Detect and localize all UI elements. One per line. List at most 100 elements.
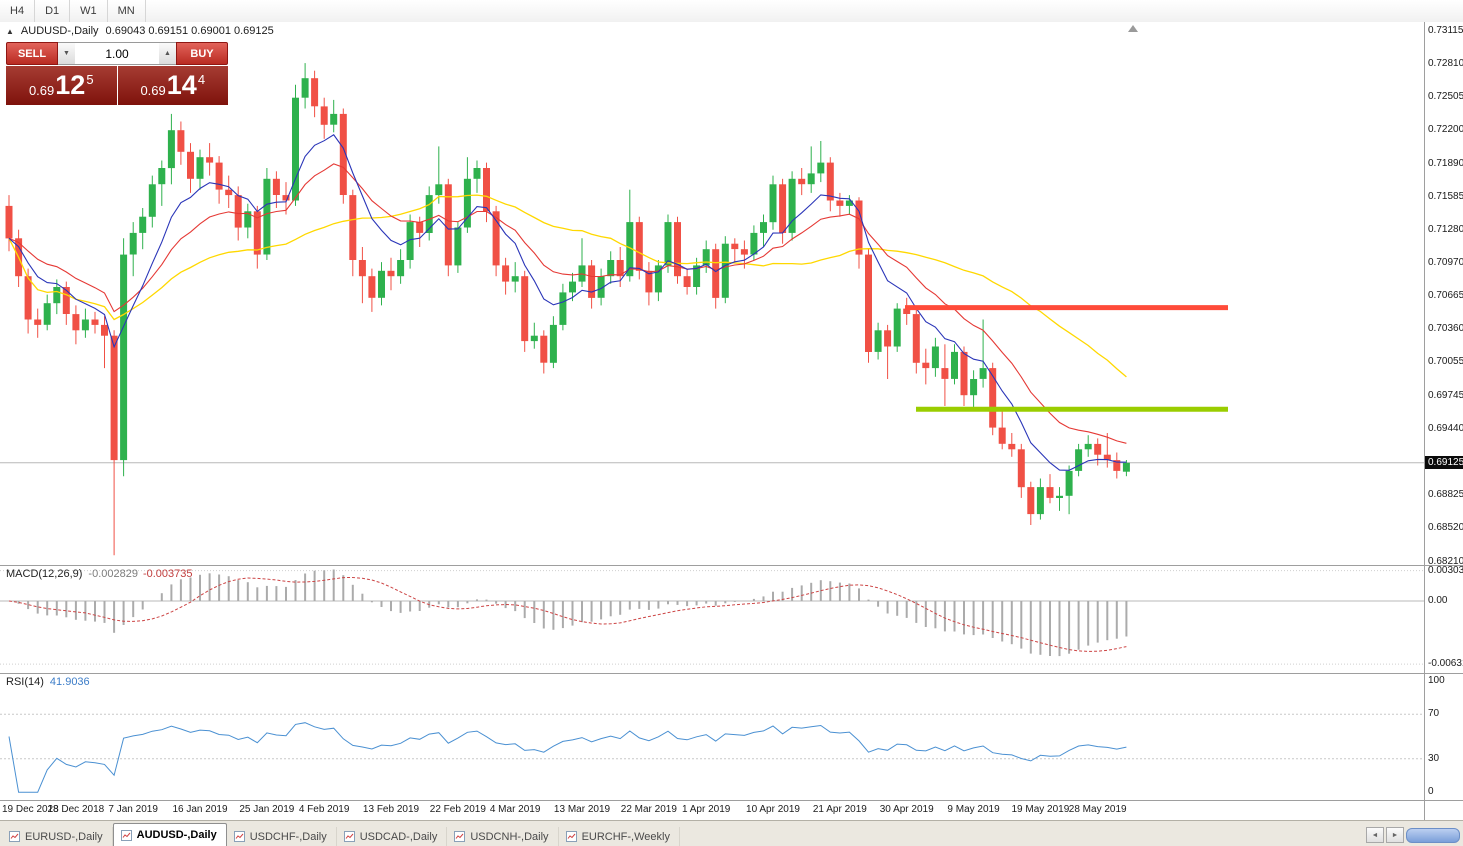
timeframe-button-mn[interactable]: MN	[108, 0, 146, 22]
chart-title: ▲ AUDUSD-,Daily 0.69043 0.69151 0.69001 …	[6, 25, 274, 37]
timeframe-button-w1[interactable]: W1	[70, 0, 108, 22]
price-axis-label: 0.71890	[1428, 158, 1463, 169]
date-axis-label: 7 Jan 2019	[108, 804, 158, 815]
macd-axis-label: -0.006311	[1428, 658, 1463, 669]
chart-icon	[233, 831, 245, 842]
chart-tab-usdchf-daily[interactable]: USDCHF-,Daily	[227, 827, 337, 846]
price-axis-label: 0.68520	[1428, 522, 1463, 533]
chart-icon	[565, 831, 577, 842]
date-axis-label: 13 Mar 2019	[553, 804, 611, 815]
price-axis-label: 0.70970	[1428, 257, 1463, 268]
chart-icon	[454, 831, 466, 842]
date-axis-label: 13 Feb 2019	[362, 804, 420, 815]
buy-price-big-digits: 14	[166, 70, 197, 100]
price-axis-label: 0.71585	[1428, 191, 1463, 202]
macd-axis-label: 0.00	[1428, 595, 1448, 606]
rsi-axis-label: 30	[1428, 753, 1440, 764]
chart-icon	[9, 831, 20, 842]
chart-tab-usdcnh-daily[interactable]: USDCNH-,Daily	[447, 827, 559, 846]
date-axis-label: 4 Feb 2019	[298, 804, 350, 815]
volume-input[interactable]	[75, 42, 159, 65]
price-axis[interactable]: 0.73115 0.72810 0.72505 0.72200 0.71890 0.715…	[1424, 22, 1463, 820]
macd-main-value: -0.002829	[88, 568, 138, 580]
date-axis-label: 28 May 2019	[1068, 804, 1127, 815]
sell-price-pipette: 5	[86, 71, 94, 87]
sell-price-big-digits: 12	[55, 70, 86, 100]
price-axis-label: 0.72200	[1428, 124, 1463, 135]
price-axis-label: 0.70665	[1428, 290, 1463, 301]
date-axis[interactable]: 19 Dec 2018 28 Dec 2018 7 Jan 2019 16 Jan 2…	[0, 800, 1424, 820]
rsi-value: 41.9036	[49, 676, 90, 688]
price-axis-label: 0.68825	[1428, 489, 1463, 500]
date-axis-label: 4 Mar 2019	[489, 804, 541, 815]
date-axis-label: 22 Feb 2019	[429, 804, 486, 815]
date-axis-label: 30 Apr 2019	[879, 804, 934, 815]
chart-tab-label: EURUSD-,Daily	[25, 830, 103, 843]
price-axis-label: 0.68210	[1428, 556, 1463, 567]
date-axis-label: 21 Apr 2019	[812, 804, 867, 815]
date-axis-label: 10 Apr 2019	[746, 804, 800, 815]
chart-tab-eurusd-daily[interactable]: EURUSD-,Daily	[2, 827, 113, 846]
current-price-tag: 0.69125	[1425, 456, 1463, 469]
price-axis-label: 0.70055	[1428, 356, 1463, 367]
pane-separator[interactable]	[0, 673, 1463, 674]
timeframe-button-d1[interactable]: D1	[35, 0, 71, 22]
chart-tab-usdcad-daily[interactable]: USDCAD-,Daily	[337, 827, 448, 846]
sell-button[interactable]: SELL	[6, 42, 58, 65]
chart-tabs: EURUSD-,Daily AUDUSD-,Daily USDCHF-,Daily U…	[0, 821, 1463, 846]
rsi-axis-label: 0	[1428, 786, 1434, 797]
price-axis-label: 0.69440	[1428, 423, 1463, 434]
buy-price-display[interactable]: 0.69 14 4	[117, 66, 228, 105]
date-axis-label: 19 Dec 2018	[2, 804, 59, 815]
collapse-icon[interactable]: ▲	[6, 26, 14, 36]
macd-name: MACD(12,26,9)	[6, 568, 83, 580]
sell-price-prefix: 0.69	[28, 82, 55, 98]
chart-icon	[343, 831, 355, 842]
price-axis-label: 0.73115	[1428, 25, 1463, 36]
chart-tab-label: EURCHF-,Weekly	[581, 830, 670, 843]
macd-axis-label: 0.003035	[1428, 565, 1463, 576]
date-axis-label: 25 Jan 2019	[239, 804, 295, 815]
horizontal-scrollbar-thumb[interactable]	[1406, 827, 1460, 843]
one-click-trading-panel: SELL ▼ ▲ BUY 0.69 12 5 0.69 14 4	[6, 42, 228, 105]
price-axis-label: 0.70360	[1428, 323, 1463, 334]
price-axis-label: 0.72810	[1428, 58, 1463, 69]
price-axis-label: 0.72505	[1428, 91, 1463, 102]
tabbar-scroll-controls: ◄ ►	[1366, 827, 1460, 843]
date-axis-label: 9 May 2019	[947, 804, 1000, 815]
rsi-name: RSI(14)	[6, 676, 44, 688]
scroll-right-button[interactable]: ►	[1386, 827, 1404, 843]
main-price-chart[interactable]	[0, 22, 1424, 565]
chart-tab-audusd-daily[interactable]: AUDUSD-,Daily	[112, 823, 227, 846]
rsi-axis-label: 100	[1428, 675, 1445, 686]
volume-decrease-button[interactable]: ▼	[58, 42, 75, 65]
chart-tab-label: USDCHF-,Daily	[249, 830, 327, 843]
rsi-indicator-label: RSI(14) 41.9036	[6, 676, 90, 688]
chart-tab-bar: EURUSD-,Daily AUDUSD-,Daily USDCHF-,Daily U…	[0, 820, 1463, 846]
chart-ohlc-values: 0.69043 0.69151 0.69001 0.69125	[105, 25, 274, 37]
date-axis-label: 22 Mar 2019	[620, 804, 677, 815]
sell-price-display[interactable]: 0.69 12 5	[6, 66, 117, 105]
chart-window: ▲ AUDUSD-,Daily 0.69043 0.69151 0.69001 …	[0, 22, 1463, 820]
chart-tab-label: USDCNH-,Daily	[470, 830, 549, 843]
macd-signal-value: -0.003735	[142, 568, 193, 580]
buy-price-prefix: 0.69	[140, 82, 166, 98]
date-axis-label: 19 May 2019	[1011, 804, 1070, 815]
rsi-indicator-chart[interactable]	[0, 673, 1424, 800]
buy-button[interactable]: BUY	[176, 42, 228, 65]
rsi-axis-label: 70	[1428, 708, 1440, 719]
macd-indicator-chart[interactable]	[0, 565, 1424, 673]
date-axis-label: 28 Dec 2018	[47, 804, 105, 815]
chart-icon	[120, 829, 132, 841]
chart-tab-eurchf-weekly[interactable]: EURCHF-,Weekly	[559, 827, 680, 846]
volume-increase-button[interactable]: ▲	[159, 42, 176, 65]
scroll-left-button[interactable]: ◄	[1366, 827, 1384, 843]
pane-separator[interactable]	[0, 565, 1463, 566]
chart-symbol-label: AUDUSD-,Daily	[20, 25, 99, 37]
pane-separator	[0, 800, 1463, 801]
chart-tab-label: USDCAD-,Daily	[359, 830, 438, 843]
price-axis-label: 0.69745	[1428, 390, 1463, 401]
timeframe-button-h4[interactable]: H4	[0, 0, 36, 22]
macd-indicator-label: MACD(12,26,9) -0.002829 -0.003735	[6, 568, 193, 580]
